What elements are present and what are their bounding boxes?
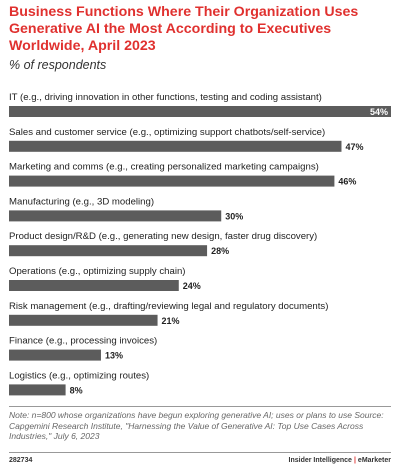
- bar: [9, 210, 222, 222]
- chart-subtitle: % of respondents: [9, 58, 107, 72]
- category-label: Sales and customer service (e.g., optimi…: [9, 127, 325, 138]
- bar-chart: IT (e.g., driving innovation in other fu…: [9, 92, 391, 396]
- bar: [9, 349, 101, 361]
- value-label: 54%: [370, 107, 388, 117]
- value-label: 28%: [211, 246, 229, 256]
- value-label: 8%: [70, 385, 83, 395]
- category-label: IT (e.g., driving innovation in other fu…: [9, 92, 322, 103]
- category-label: Manufacturing (e.g., 3D modeling): [9, 196, 154, 207]
- value-label: 46%: [338, 177, 356, 187]
- category-label: Logistics (e.g., optimizing routes): [9, 370, 149, 381]
- footer-divider: [9, 452, 391, 453]
- category-label: Risk management (e.g., drafting/reviewin…: [9, 301, 328, 312]
- value-label: 47%: [345, 142, 363, 152]
- bar: [9, 106, 391, 117]
- value-label: 24%: [183, 281, 201, 291]
- value-label: 13%: [105, 351, 123, 361]
- footnote: Note: n=800 whose organizations have beg…: [9, 410, 384, 441]
- brand-left: Insider Intelligence: [288, 457, 352, 464]
- bar: [9, 280, 179, 291]
- brand-separator: |: [353, 457, 356, 464]
- bar: [9, 140, 342, 152]
- category-label: Operations (e.g., optimizing supply chai…: [9, 266, 186, 277]
- category-label: Product design/R&D (e.g., generating new…: [9, 231, 317, 242]
- category-label: Finance (e.g., processing invoices): [9, 336, 157, 347]
- category-label: Marketing and comms (e.g., creating pers…: [9, 162, 319, 173]
- brand-right: eMarketer: [357, 457, 391, 464]
- chart-id: 282734: [9, 457, 33, 464]
- footnote-divider: [9, 406, 391, 407]
- chart-title: Business Functions Where Their Organizat…: [9, 4, 359, 54]
- value-label: 30%: [225, 211, 243, 221]
- value-label: 21%: [162, 316, 180, 326]
- bar: [9, 175, 335, 187]
- bar: [9, 314, 158, 326]
- bar: [9, 245, 208, 257]
- bar: [9, 384, 66, 396]
- footer-brand: Insider Intelligence | eMarketer: [289, 457, 391, 464]
